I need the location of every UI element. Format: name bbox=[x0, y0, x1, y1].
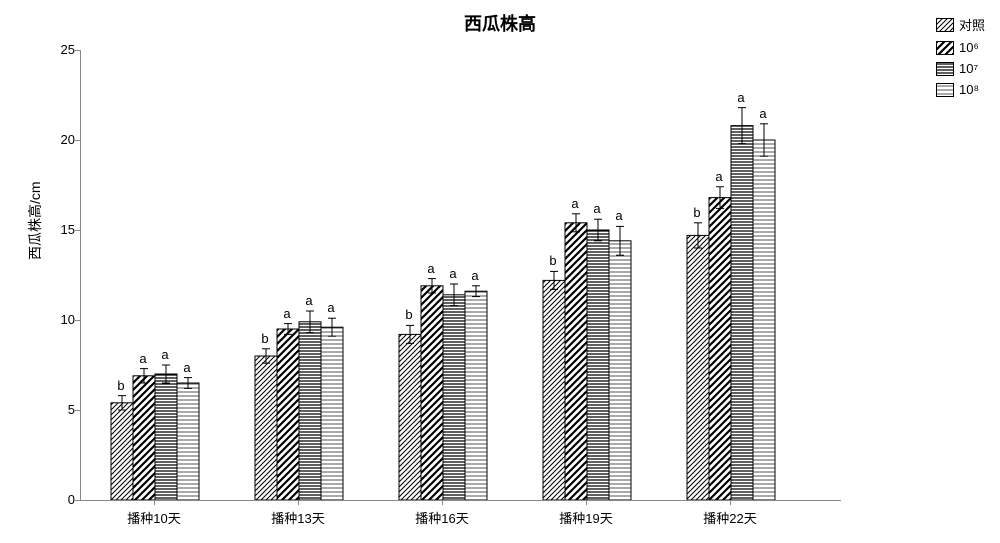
bar bbox=[587, 230, 609, 500]
legend-label: 10⁷ bbox=[959, 61, 978, 76]
legend-item: 10⁸ bbox=[936, 82, 985, 97]
legend: 对照 10⁶ 10⁷ 10⁸ bbox=[936, 15, 985, 103]
x-tick-label: 播种13天 bbox=[271, 508, 324, 527]
bar bbox=[321, 327, 343, 500]
bar bbox=[111, 403, 133, 500]
x-tick-mark bbox=[442, 500, 443, 505]
y-tick-label: 0 bbox=[55, 492, 75, 507]
y-tick-label: 10 bbox=[55, 312, 75, 327]
x-tick-mark bbox=[586, 500, 587, 505]
y-tick-label: 25 bbox=[55, 42, 75, 57]
legend-item: 对照 bbox=[936, 15, 985, 34]
significance-label: a bbox=[139, 351, 146, 366]
bar bbox=[255, 356, 277, 500]
significance-label: a bbox=[305, 293, 312, 308]
chart-title: 西瓜株高 bbox=[10, 10, 990, 36]
significance-label: a bbox=[427, 261, 434, 276]
bar bbox=[155, 374, 177, 500]
y-axis-label: 西瓜株高/cm bbox=[25, 181, 45, 260]
bar bbox=[133, 376, 155, 500]
y-tick-label: 15 bbox=[55, 222, 75, 237]
y-tick-mark bbox=[75, 230, 80, 231]
chart-container: 西瓜株高 西瓜株高/cm 0510152025 播种10天播种1 bbox=[10, 10, 990, 533]
bar bbox=[465, 291, 487, 500]
significance-label: a bbox=[715, 169, 722, 184]
legend-swatch bbox=[936, 18, 954, 32]
legend-item: 10⁷ bbox=[936, 61, 985, 76]
y-tick-label: 5 bbox=[55, 402, 75, 417]
significance-label: a bbox=[327, 300, 334, 315]
bar bbox=[687, 235, 709, 500]
significance-label: a bbox=[593, 201, 600, 216]
x-tick-label: 播种10天 bbox=[127, 508, 180, 527]
bar bbox=[299, 322, 321, 500]
bar bbox=[421, 286, 443, 500]
legend-swatch bbox=[936, 83, 954, 97]
bar bbox=[709, 198, 731, 500]
y-tick-mark bbox=[75, 500, 80, 501]
legend-label: 10⁶ bbox=[959, 40, 979, 55]
bars-svg bbox=[81, 50, 841, 500]
significance-label: a bbox=[737, 90, 744, 105]
x-tick-mark bbox=[298, 500, 299, 505]
x-tick-label: 播种22天 bbox=[703, 508, 756, 527]
legend-swatch bbox=[936, 62, 954, 76]
significance-label: a bbox=[283, 306, 290, 321]
x-tick-label: 播种16天 bbox=[415, 508, 468, 527]
bar bbox=[609, 241, 631, 500]
bar bbox=[177, 383, 199, 500]
bar bbox=[731, 126, 753, 500]
significance-label: b bbox=[405, 307, 412, 322]
significance-label: b bbox=[117, 378, 124, 393]
bar bbox=[565, 223, 587, 500]
significance-label: a bbox=[759, 106, 766, 121]
legend-swatch bbox=[936, 41, 954, 55]
significance-label: a bbox=[449, 266, 456, 281]
legend-label: 10⁸ bbox=[959, 82, 979, 97]
legend-item: 10⁶ bbox=[936, 40, 985, 55]
significance-label: b bbox=[549, 253, 556, 268]
plot-area bbox=[80, 50, 841, 501]
x-tick-label: 播种19天 bbox=[559, 508, 612, 527]
y-tick-mark bbox=[75, 50, 80, 51]
significance-label: b bbox=[693, 205, 700, 220]
bar bbox=[399, 334, 421, 500]
significance-label: a bbox=[571, 196, 578, 211]
significance-label: a bbox=[471, 268, 478, 283]
y-tick-mark bbox=[75, 140, 80, 141]
x-tick-mark bbox=[154, 500, 155, 505]
bar bbox=[443, 295, 465, 500]
legend-label: 对照 bbox=[959, 15, 985, 34]
significance-label: a bbox=[161, 347, 168, 362]
y-tick-mark bbox=[75, 410, 80, 411]
bar bbox=[753, 140, 775, 500]
significance-label: a bbox=[615, 208, 622, 223]
significance-label: b bbox=[261, 331, 268, 346]
significance-label: a bbox=[183, 360, 190, 375]
y-tick-mark bbox=[75, 320, 80, 321]
x-tick-mark bbox=[730, 500, 731, 505]
y-tick-label: 20 bbox=[55, 132, 75, 147]
bar bbox=[277, 329, 299, 500]
bar bbox=[543, 280, 565, 500]
